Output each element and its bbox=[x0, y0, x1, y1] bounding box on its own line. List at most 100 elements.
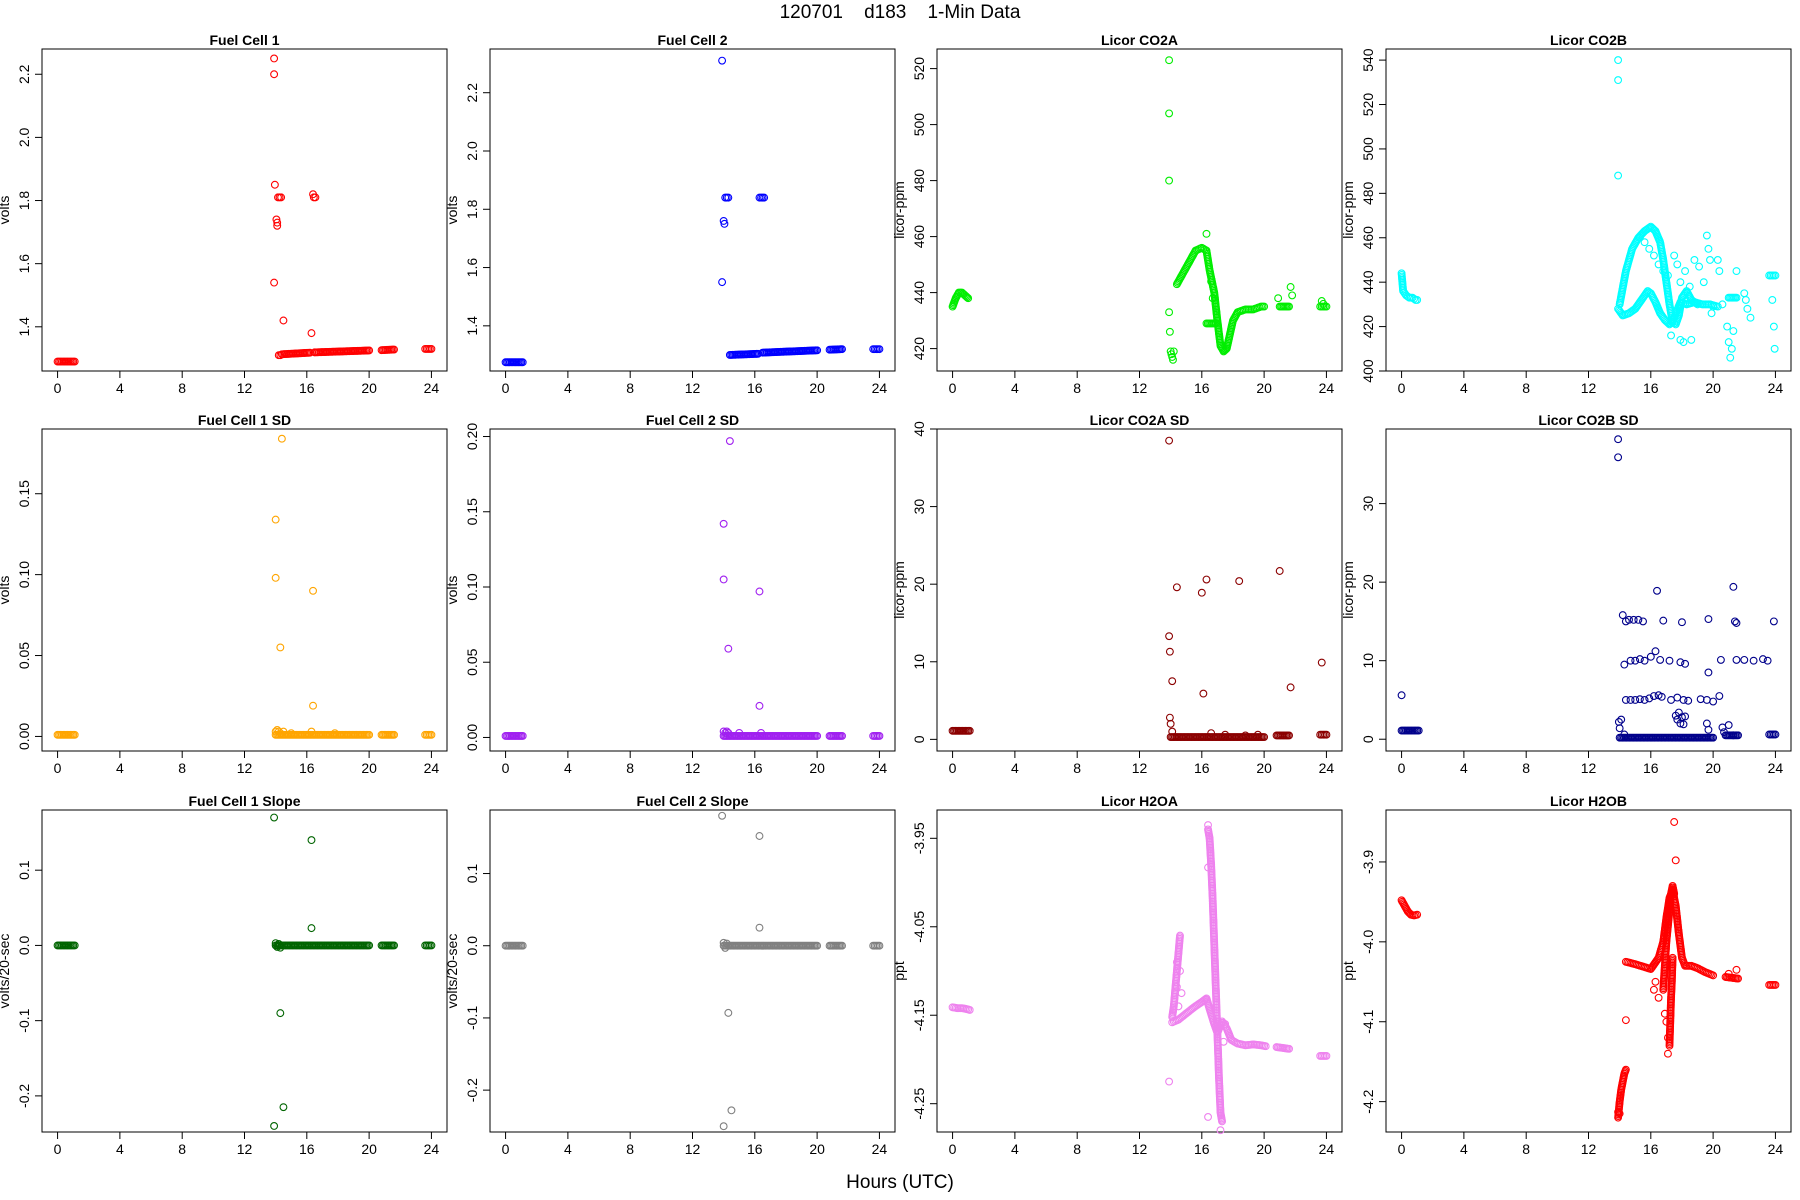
y-tick-label: 440 bbox=[911, 281, 927, 305]
plot-frame bbox=[41, 48, 448, 372]
data-point bbox=[390, 345, 398, 354]
panel-title: Fuel Cell 2 Slope bbox=[636, 793, 748, 809]
data-point bbox=[1645, 244, 1654, 253]
x-axis: 0 4 8 12 16 20 24 bbox=[949, 750, 1334, 776]
data-point bbox=[1649, 251, 1658, 260]
x-tick-label: 12 bbox=[1132, 380, 1148, 396]
y-tick-label: 20 bbox=[911, 576, 927, 592]
data-point bbox=[1740, 289, 1749, 298]
data-point bbox=[518, 731, 527, 740]
data-point bbox=[1713, 302, 1722, 311]
x-tick-label: 0 bbox=[54, 760, 62, 776]
plot-frame bbox=[1385, 48, 1792, 372]
plot-frame bbox=[1385, 428, 1792, 752]
data-point bbox=[270, 1122, 279, 1130]
data-point bbox=[1172, 583, 1181, 592]
panel-title: Licor H2OB bbox=[1550, 793, 1627, 809]
data-point bbox=[270, 180, 279, 189]
x-tick-label: 4 bbox=[1011, 380, 1019, 396]
data-point bbox=[719, 727, 728, 736]
panel-co2asd: Licor CO2A SD 0 4 8 12 16 20 24 0 10 20 30 40 licor-p… bbox=[891, 412, 1343, 776]
data-point bbox=[1771, 981, 1780, 989]
data-point bbox=[277, 434, 286, 443]
data-point bbox=[1763, 656, 1772, 665]
data-point bbox=[1692, 299, 1701, 308]
data-point bbox=[1260, 302, 1269, 311]
x-tick-label: 12 bbox=[1581, 760, 1597, 776]
y-tick-label: 0.05 bbox=[464, 648, 480, 675]
data-point bbox=[1285, 1044, 1293, 1053]
data-point bbox=[279, 727, 288, 736]
y-axis-title: volts bbox=[0, 576, 12, 605]
data-point bbox=[1169, 355, 1177, 364]
data-point bbox=[1759, 655, 1767, 664]
data-point bbox=[1208, 294, 1217, 303]
data-point bbox=[1204, 863, 1212, 872]
data-point bbox=[390, 941, 398, 950]
data-point bbox=[1631, 695, 1640, 704]
x-tick-label: 4 bbox=[564, 760, 572, 776]
x-axis: 0 4 8 12 16 20 24 bbox=[1398, 750, 1783, 776]
y-tick-label: 2.2 bbox=[16, 64, 32, 84]
x-tick-label: 16 bbox=[1643, 380, 1659, 396]
data-point bbox=[1165, 327, 1174, 336]
data-point bbox=[1649, 985, 1658, 994]
data-point bbox=[270, 278, 279, 287]
x-tick-label: 8 bbox=[178, 380, 186, 396]
data-point bbox=[1165, 308, 1174, 317]
y-tick-label: 0.1 bbox=[464, 864, 480, 884]
plot-frame bbox=[936, 428, 1343, 752]
y-tick-label: -4.25 bbox=[911, 1088, 927, 1120]
y-axis-title: volts bbox=[444, 196, 460, 225]
data-point bbox=[309, 586, 317, 595]
x-tick-label: 24 bbox=[424, 1141, 440, 1157]
data-point bbox=[1620, 730, 1629, 739]
panel-fc1slope: Fuel Cell 1 Slope 0 4 8 12 16 20 24 -0.2 -0.1 0.0 0… bbox=[0, 793, 448, 1157]
data-point bbox=[276, 943, 285, 952]
panel-fc1: Fuel Cell 1 0 4 8 12 16 20 24 1.4 1.6 1.8 2.0 2.2 vol… bbox=[0, 32, 448, 396]
y-tick-label: 520 bbox=[911, 57, 927, 81]
data-point bbox=[1642, 288, 1651, 297]
data-point bbox=[271, 939, 280, 948]
plot-frame bbox=[489, 428, 896, 752]
data-point bbox=[1687, 335, 1696, 344]
data-point bbox=[1168, 677, 1177, 686]
data-point bbox=[1681, 267, 1690, 276]
data-point bbox=[1176, 967, 1184, 975]
data-point bbox=[518, 941, 527, 950]
y-tick-label: 500 bbox=[911, 113, 927, 137]
data-point bbox=[270, 70, 279, 79]
data-point bbox=[1727, 344, 1736, 353]
data-point bbox=[1165, 436, 1174, 445]
x-tick-label: 0 bbox=[949, 380, 957, 396]
x-tick-label: 4 bbox=[1011, 760, 1019, 776]
plot-frame bbox=[936, 48, 1343, 372]
x-tick-label: 16 bbox=[299, 1141, 315, 1157]
y-tick-label: 0.10 bbox=[464, 573, 480, 600]
panel-title: Fuel Cell 2 bbox=[657, 32, 727, 48]
data-point bbox=[1732, 965, 1741, 974]
y-tick-label: 30 bbox=[911, 499, 927, 515]
data-point bbox=[1614, 435, 1623, 444]
data-point bbox=[427, 344, 436, 353]
data-point bbox=[1685, 282, 1694, 291]
data-point bbox=[1614, 56, 1623, 65]
y-tick-label: 440 bbox=[1360, 270, 1376, 294]
panel-title: Licor CO2B SD bbox=[1538, 412, 1638, 428]
data-point bbox=[311, 193, 320, 202]
x-tick-label: 24 bbox=[424, 760, 440, 776]
data-point bbox=[755, 701, 764, 710]
data-point bbox=[1724, 969, 1733, 978]
y-tick-label: 420 bbox=[911, 337, 927, 361]
data-point bbox=[427, 941, 436, 950]
data-point bbox=[1709, 733, 1718, 742]
data-point bbox=[1732, 655, 1741, 664]
x-tick-label: 0 bbox=[949, 1141, 957, 1157]
data-point bbox=[1709, 971, 1718, 980]
x-tick-label: 4 bbox=[1460, 1141, 1468, 1157]
y-axis-title: volts/20-sec bbox=[0, 934, 12, 1009]
data-point bbox=[962, 292, 971, 301]
data-point bbox=[1614, 1108, 1623, 1116]
series-co2asd bbox=[948, 436, 1331, 741]
y-tick-label: 0 bbox=[911, 735, 927, 743]
